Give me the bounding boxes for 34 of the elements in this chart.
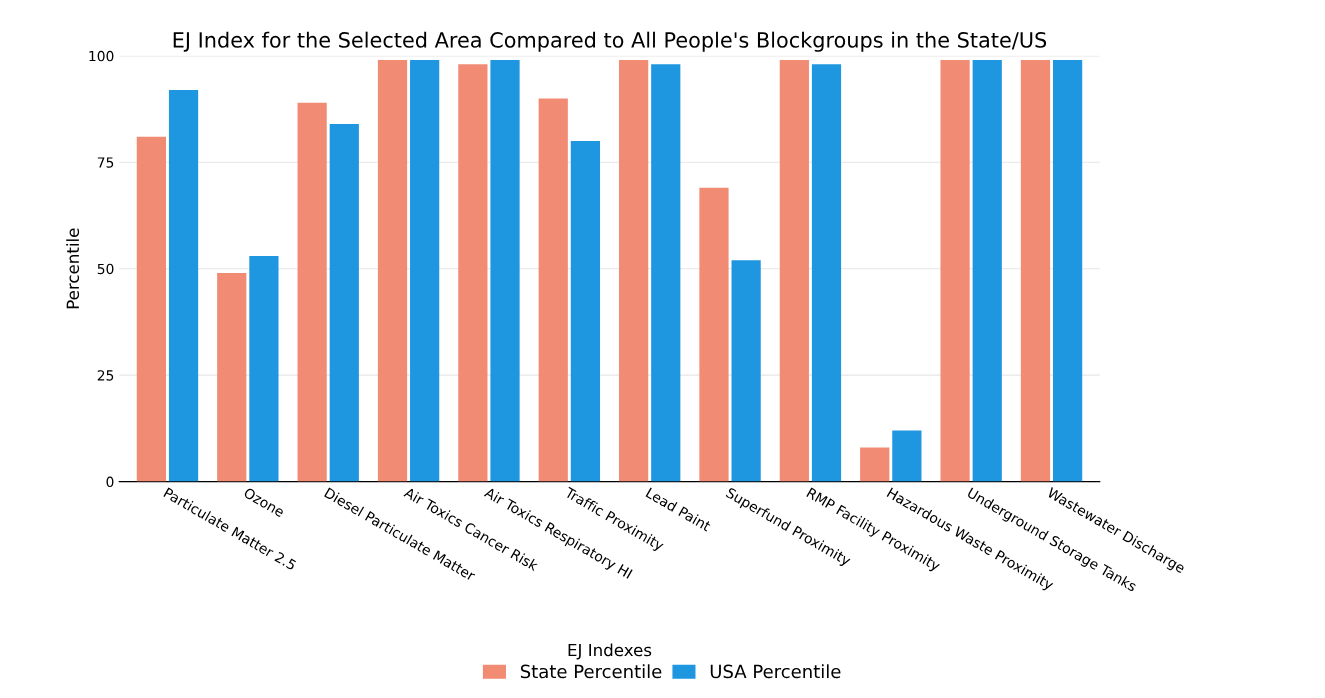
y-axis-title: Percentile: [66, 228, 80, 309]
bar: [811, 64, 842, 482]
bar: [570, 141, 600, 482]
bar: [249, 255, 279, 482]
chart-title: EJ Index for the Selected Area Compared to All People's Blockgroups in the State/US: [173, 31, 1047, 52]
bar: [892, 430, 922, 482]
bar: [619, 60, 649, 482]
bar: [217, 272, 247, 482]
y-tick-label: 0: [106, 476, 114, 488]
y-tick-label: 50: [97, 263, 114, 275]
bar: [329, 123, 359, 482]
bar: [972, 60, 1002, 482]
bar: [1020, 60, 1051, 482]
legend-label: State Percentile: [520, 664, 662, 679]
bar: [410, 60, 440, 482]
bar: [699, 187, 729, 482]
bar: [458, 64, 488, 482]
bar: [731, 260, 761, 482]
y-tick-label: 100: [89, 50, 114, 62]
bar: [168, 89, 199, 482]
bar: [490, 60, 520, 482]
y-tick-label: 75: [97, 157, 114, 168]
bar: [940, 60, 970, 482]
y-tick-label: 25: [97, 370, 114, 381]
bar: [651, 64, 681, 482]
bar: [860, 447, 890, 482]
bar: [377, 60, 408, 482]
bar: [779, 60, 809, 482]
bar: [1052, 60, 1083, 482]
bar: [297, 102, 327, 482]
bar: [538, 98, 568, 482]
bar: [136, 136, 167, 482]
x-axis-title: EJ Indexes: [568, 643, 652, 660]
legend-label: USA Percentile: [710, 664, 841, 679]
